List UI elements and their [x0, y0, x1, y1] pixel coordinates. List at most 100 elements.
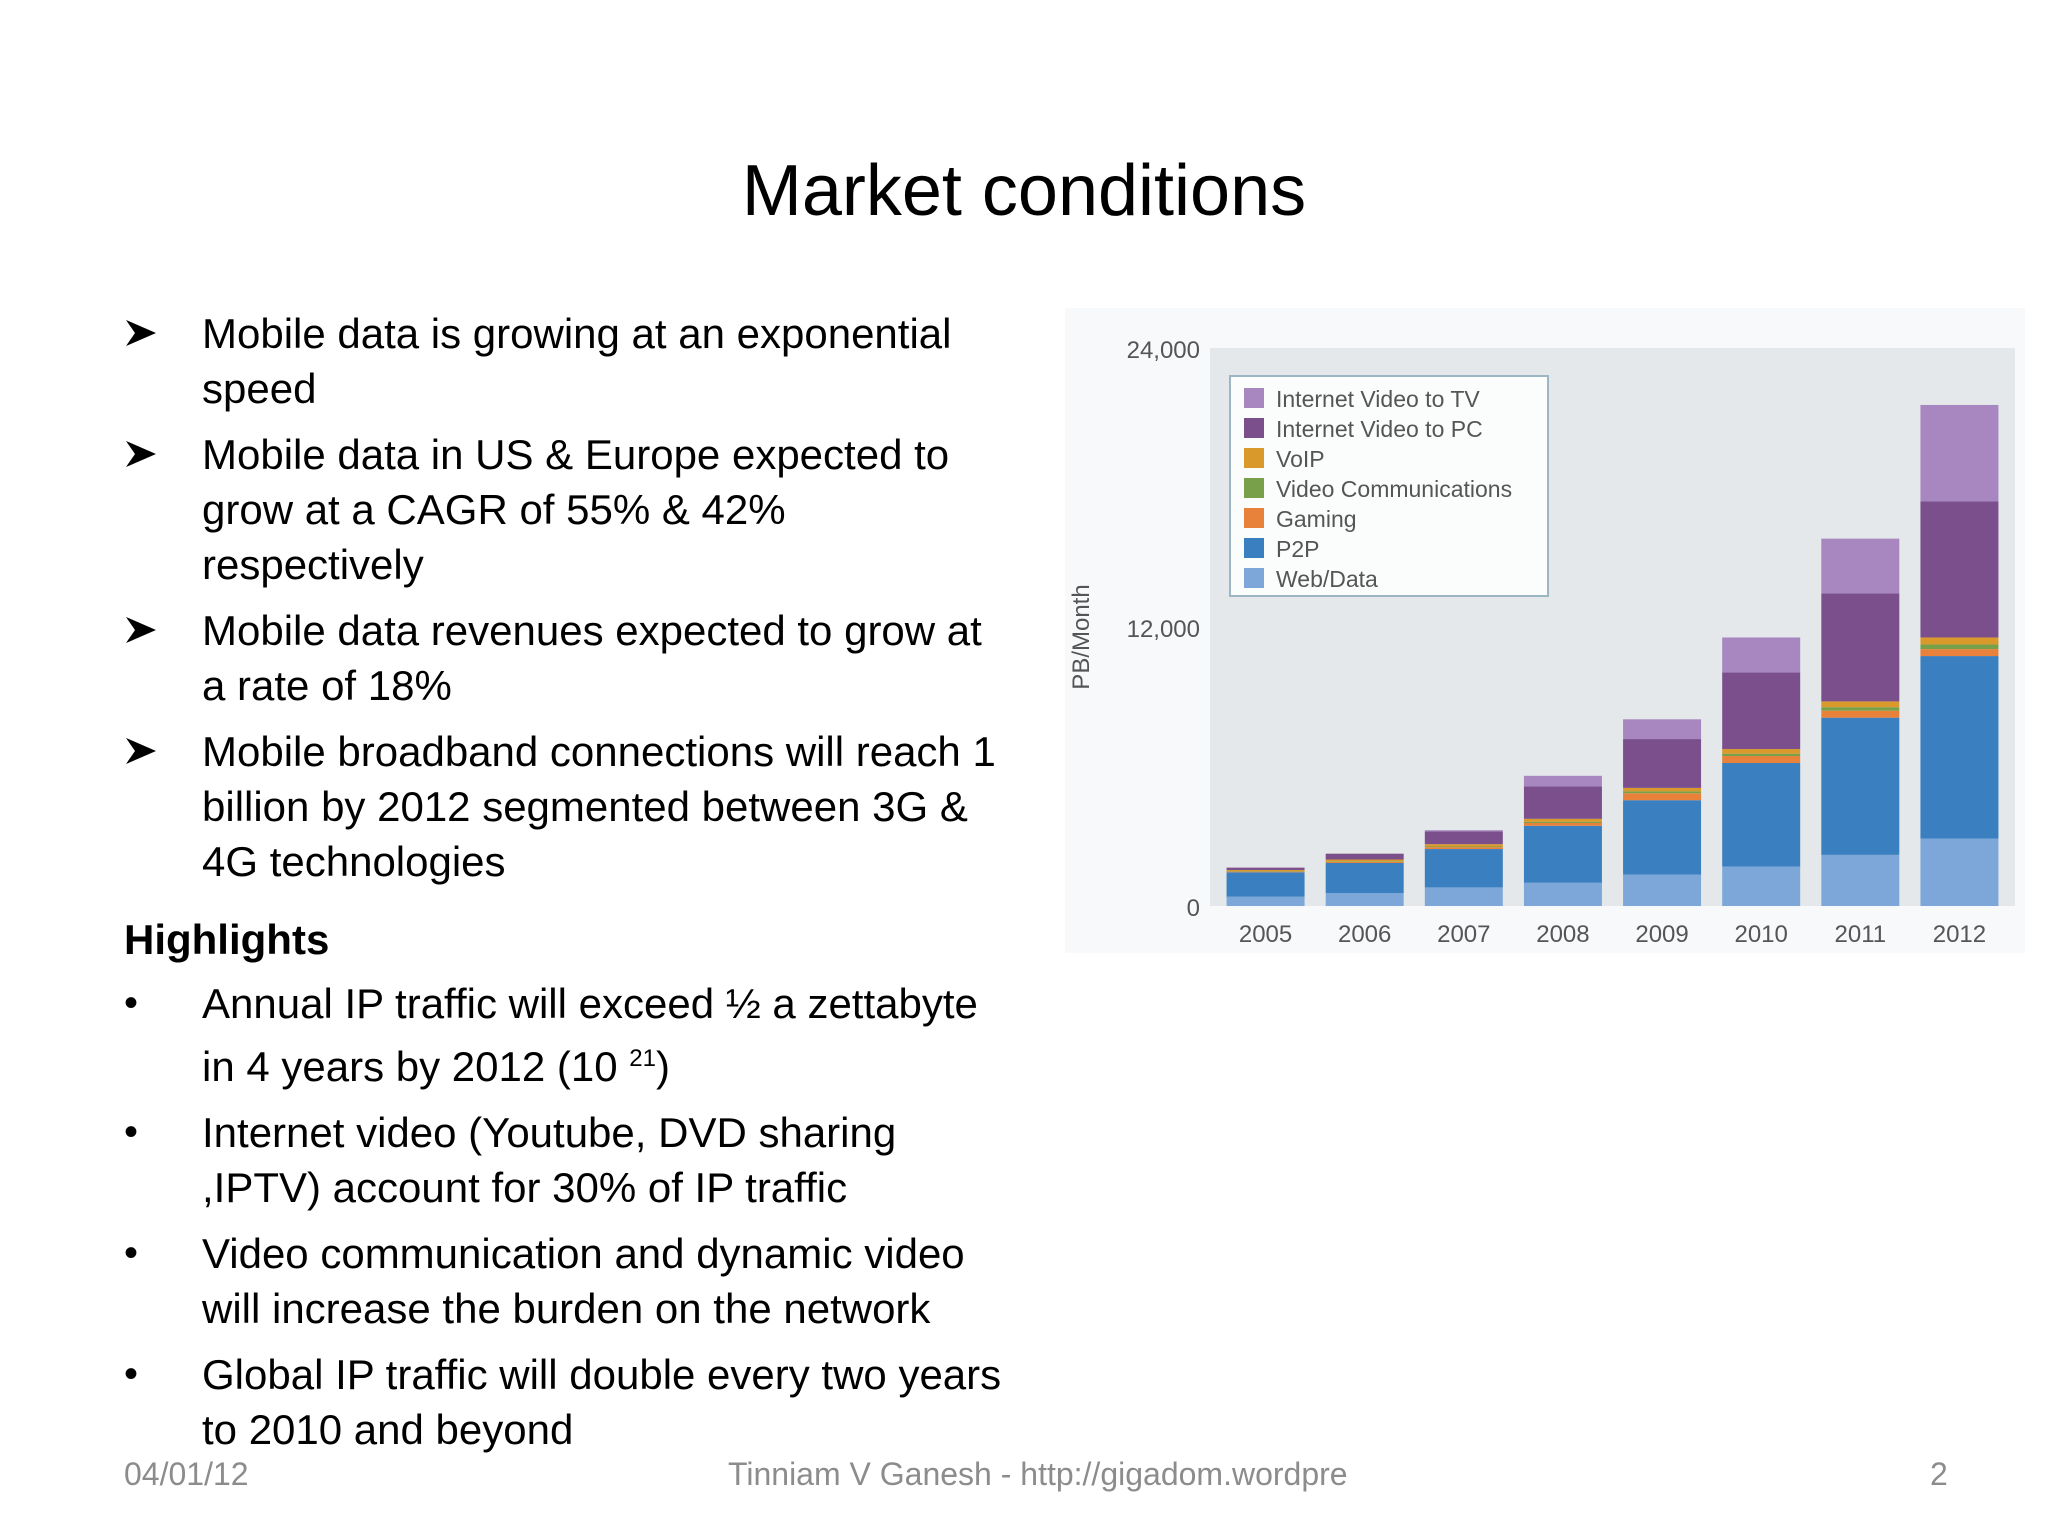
round-bullet-icon: •	[124, 1231, 139, 1275]
round-bullet-icon: •	[124, 1352, 139, 1396]
bar-segment-p2p	[1325, 862, 1404, 894]
bar-segment-web-data	[1920, 838, 1999, 906]
bar-segment-p2p	[1722, 763, 1801, 867]
bar-segment-internet-video-to-pc	[1821, 593, 1900, 702]
bullet-text: Mobile data in US & Europe expected to g…	[202, 431, 950, 588]
bar-segment-gaming	[1821, 710, 1900, 718]
x-tick-label: 2006	[1338, 921, 1391, 948]
bar-segment-internet-video-to-pc	[1424, 831, 1503, 845]
bar-segment-video-communications	[1424, 846, 1503, 848]
legend-swatch	[1244, 448, 1264, 468]
highlight-text: Video communication and dynamic video wi…	[202, 1230, 965, 1332]
bar-segment-gaming	[1623, 793, 1702, 801]
bar-segment-web-data	[1821, 854, 1900, 906]
y-tick-label: 0	[1187, 895, 1200, 922]
legend-label: VoIP	[1276, 446, 1325, 472]
bullet-item: Mobile data is growing at an exponential…	[124, 306, 1004, 416]
footer-page-number: 2	[1930, 1456, 1948, 1492]
bullet-list: Mobile data is growing at an exponential…	[124, 306, 1004, 900]
highlights-heading: Highlights	[124, 916, 330, 963]
bar-segment-internet-video-to-tv	[1623, 719, 1702, 740]
bar-segment-video-communications	[1920, 644, 1999, 650]
legend-swatch	[1244, 478, 1264, 498]
bar-segment-voip	[1623, 787, 1702, 792]
bar-segment-voip	[1325, 859, 1404, 862]
highlights-list: • Annual IP traffic will exceed ½ a zetta…	[124, 976, 1004, 1468]
legend-label: P2P	[1276, 536, 1319, 562]
chart-panel: 0 12,000 24,000 PB/Month 2005 2006 2007 2008 200…	[1065, 308, 2025, 953]
bar-segment-gaming	[1920, 649, 1999, 657]
legend-label: Gaming	[1276, 506, 1357, 532]
legend-swatch	[1244, 388, 1264, 408]
bar-segment-internet-video-to-tv	[1722, 637, 1801, 673]
arrow-bullet-icon	[124, 603, 174, 658]
bar-segment-voip	[1920, 637, 1999, 645]
highlight-item: • Annual IP traffic will exceed ½ a zetta…	[124, 976, 1004, 1094]
bar-segment-internet-video-to-pc	[1920, 501, 1999, 638]
bar-segment-p2p	[1226, 872, 1305, 897]
highlight-item: • Global IP traffic will double every two…	[124, 1347, 1004, 1457]
bar-segment-internet-video-to-tv	[1821, 538, 1900, 594]
bar-segment-internet-video-to-pc	[1623, 739, 1702, 788]
bar-segment-gaming	[1722, 756, 1801, 764]
legend-swatch	[1244, 508, 1264, 528]
round-bullet-icon: •	[124, 1110, 139, 1154]
bar-segment-web-data	[1523, 882, 1602, 906]
legend-label: Internet Video to TV	[1276, 386, 1480, 412]
bar-segment-internet-video-to-pc	[1523, 786, 1602, 819]
highlight-item: • Internet video (Youtube, DVD sharing ,I…	[124, 1105, 1004, 1215]
highlight-text: Global IP traffic will double every two …	[202, 1351, 1002, 1453]
bar-segment-p2p	[1424, 849, 1503, 888]
bar-segment-internet-video-to-tv	[1523, 775, 1602, 787]
superscript: 21	[629, 1045, 656, 1072]
x-tick-label: 2005	[1239, 921, 1292, 948]
highlight-text: Annual IP traffic will exceed ½ a zettab…	[202, 980, 978, 1090]
bar-segment-p2p	[1821, 717, 1900, 855]
traffic-chart: 0 12,000 24,000 PB/Month 2005 2006 2007 2008 200…	[1068, 337, 2015, 948]
x-tick-label: 2008	[1536, 921, 1589, 948]
bar-segment-voip	[1722, 749, 1801, 754]
bar-segment-internet-video-to-tv	[1424, 830, 1503, 832]
footer-author: Tinniam V Ganesh - http://gigadom.wordpr…	[728, 1456, 1348, 1492]
bar-segment-video-communications	[1722, 753, 1801, 757]
round-bullet-icon: •	[124, 981, 139, 1025]
bar-segment-internet-video-to-pc	[1325, 853, 1404, 860]
y-axis-label: PB/Month	[1068, 584, 1095, 689]
bar-segment-video-communications	[1226, 871, 1305, 872]
bar-segment-video-communications	[1821, 707, 1900, 711]
bullet-item: Mobile data in US & Europe expected to g…	[124, 427, 1004, 592]
bar-segment-p2p	[1523, 825, 1602, 883]
bullet-item: Mobile broadband connections will reach …	[124, 724, 1004, 889]
arrow-bullet-icon	[124, 306, 174, 361]
bar-segment-gaming	[1325, 861, 1404, 863]
bar-segment-web-data	[1226, 896, 1305, 906]
bar-segment-voip	[1821, 701, 1900, 708]
legend-swatch	[1244, 538, 1264, 558]
bullet-text: Mobile data is growing at an exponential…	[202, 310, 952, 412]
bar-segment-gaming	[1226, 871, 1305, 873]
bullet-text: Mobile data revenues expected to grow at…	[202, 607, 982, 709]
x-tick-label: 2011	[1835, 921, 1887, 948]
legend-label: Web/Data	[1276, 566, 1378, 592]
bar-segment-internet-video-to-tv	[1920, 404, 1999, 502]
slide-title: Market conditions	[741, 151, 1307, 231]
x-tick-label: 2007	[1437, 921, 1490, 948]
bar-segment-p2p	[1920, 656, 1999, 839]
bullet-item: Mobile data revenues expected to grow at…	[124, 603, 1004, 713]
highlight-text: Internet video (Youtube, DVD sharing ,IP…	[202, 1109, 897, 1211]
legend-box	[1229, 375, 1549, 597]
y-tick-label: 24,000	[1127, 337, 1200, 364]
arrow-bullet-icon	[124, 427, 174, 482]
legend-swatch	[1244, 418, 1264, 438]
bar-segment-p2p	[1623, 800, 1702, 875]
bar-segment-video-communications	[1623, 791, 1702, 794]
y-tick-label: 12,000	[1127, 616, 1200, 643]
bar-segment-web-data	[1722, 866, 1801, 906]
legend-label: Video Communications	[1276, 476, 1512, 502]
bar-segment-web-data	[1325, 893, 1404, 906]
bar-segment-video-communications	[1523, 821, 1602, 823]
x-tick-label: 2009	[1635, 921, 1688, 948]
x-tick-label: 2012	[1933, 921, 1986, 948]
footer-date: 04/01/12	[124, 1456, 249, 1492]
bar-segment-web-data	[1623, 874, 1702, 906]
